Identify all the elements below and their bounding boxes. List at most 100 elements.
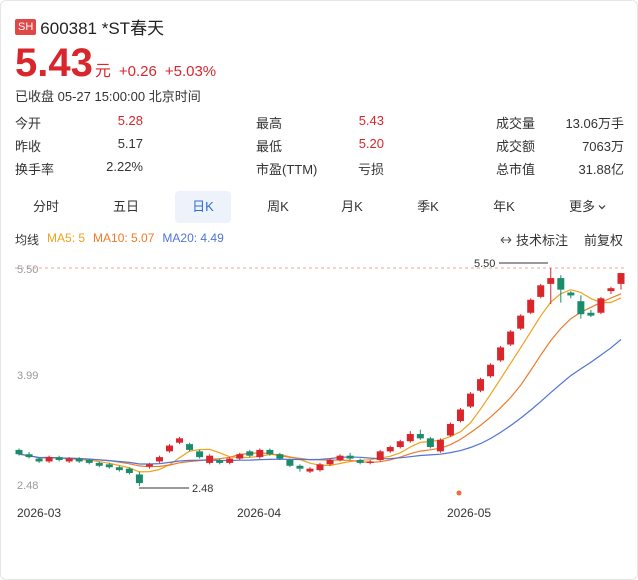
candle-body xyxy=(15,449,23,455)
ma-title: 均线 xyxy=(15,233,40,247)
tab-five-day[interactable]: 五日 xyxy=(112,199,139,214)
candle-body xyxy=(176,438,184,443)
price-change-pct: +5.03% xyxy=(164,63,217,80)
ma20-line xyxy=(18,339,622,465)
stat-row-open: 今开 5.28 xyxy=(15,113,143,136)
candle-body xyxy=(487,364,495,377)
candle-body xyxy=(587,312,595,316)
tech-annotation-button[interactable]: 技术标注 xyxy=(500,230,568,249)
stat-value: 2.22% xyxy=(106,159,143,174)
candle-body xyxy=(95,462,103,466)
candle-body xyxy=(356,460,364,463)
candle-body xyxy=(607,288,615,292)
candle-body xyxy=(55,457,63,461)
y-tick-mid: 3.99 xyxy=(17,370,38,382)
x-label-mar: 2026-03 xyxy=(17,506,61,520)
stat-label: 总市值 xyxy=(496,162,536,177)
ma-legend: 均线 MA5: 5 MA10: 5.07 MA20: 4.49 xyxy=(15,231,224,248)
ma10-value: MA10: 5.07 xyxy=(93,231,155,245)
stat-value: 亏损 xyxy=(357,162,384,177)
candle-body xyxy=(256,449,264,458)
candle-body xyxy=(477,379,485,391)
stat-value: 7063万 xyxy=(582,139,624,154)
candle-body xyxy=(346,455,354,459)
ma20-value: MA20: 4.49 xyxy=(162,231,224,245)
stat-value: 5.43 xyxy=(358,113,384,128)
x-label-apr: 2026-04 xyxy=(237,506,281,520)
candle-body xyxy=(326,460,334,465)
candle-body xyxy=(406,434,414,442)
candle-body xyxy=(186,444,194,450)
high-marker-label: 5.50 xyxy=(474,258,495,270)
tech-annotation-label: 技术标注 xyxy=(515,233,568,248)
price-unit: 元 xyxy=(94,63,111,80)
candle-body xyxy=(517,315,525,329)
exchange-badge: SH xyxy=(15,18,37,35)
candle-body xyxy=(507,331,515,345)
chart-tools: 技术标注 前复权 xyxy=(500,230,623,249)
candle-body xyxy=(276,454,284,459)
candle-body xyxy=(376,451,384,461)
stat-label: 成交量 xyxy=(496,116,536,131)
candle-body xyxy=(135,474,143,484)
adjust-button[interactable]: 前复权 xyxy=(583,233,623,248)
stat-value: 31.88亿 xyxy=(578,162,624,177)
candle-body xyxy=(316,464,324,471)
candle-body xyxy=(65,458,73,462)
candle-body xyxy=(416,434,424,439)
tab-yearly-k[interactable]: 年K xyxy=(493,199,515,214)
candle-body xyxy=(125,468,133,474)
tab-monthly-k[interactable]: 月K xyxy=(341,199,363,214)
stat-label: 成交额 xyxy=(496,139,536,154)
stat-value: 13.06万手 xyxy=(565,116,624,131)
candle-body xyxy=(236,454,244,459)
candle-body xyxy=(426,438,434,448)
candle-body xyxy=(246,451,254,456)
stat-label: 最高 xyxy=(256,116,283,131)
tab-daily-k[interactable]: 日K xyxy=(175,191,231,223)
stat-label: 今开 xyxy=(15,116,42,131)
candle-body xyxy=(617,273,625,284)
stat-value: 5.17 xyxy=(117,136,143,151)
stat-row-pe: 市盈(TTM) 亏损 xyxy=(256,159,384,182)
ma10-line xyxy=(18,293,622,468)
stat-value: 5.28 xyxy=(117,113,143,128)
candle-body xyxy=(396,441,404,448)
candle-body xyxy=(446,423,454,436)
price-change: +0.26 xyxy=(118,63,157,80)
candle-body xyxy=(266,449,274,455)
candle-body xyxy=(306,468,314,472)
candle-body xyxy=(436,439,444,452)
candle-body xyxy=(537,285,545,297)
candle-body xyxy=(557,278,565,290)
candle-body xyxy=(527,299,535,313)
y-tick-low: 2.48 xyxy=(17,480,38,492)
candle-body xyxy=(456,409,464,422)
stock-header: SH 600381 *ST春天 xyxy=(15,14,164,39)
stats-col-1: 今开 5.28 昨收 5.17 换手率 2.22% xyxy=(15,113,143,182)
period-tabs: 分时 五日 日K 周K 月K 季K 年K 更多 xyxy=(1,191,637,223)
candle-body xyxy=(497,347,505,361)
tab-weekly-k[interactable]: 周K xyxy=(267,199,289,214)
candle-body xyxy=(296,465,304,469)
tab-quarterly-k[interactable]: 季K xyxy=(417,199,439,214)
stat-row-market-cap: 总市值 31.88亿 xyxy=(496,159,624,182)
candle-body xyxy=(386,447,394,452)
event-dot[interactable] xyxy=(456,490,462,496)
candlestick-chart: 5.50 3.99 2.48 5.50 2.48 2026-03 2026-04… xyxy=(15,258,625,520)
stat-label: 市盈(TTM) xyxy=(256,162,318,177)
stat-label: 最低 xyxy=(256,139,283,154)
price-row: 5.43 元 +0.26 +5.03% xyxy=(15,41,216,86)
low-marker-label: 2.48 xyxy=(192,483,213,495)
tab-more-label: 更多 xyxy=(568,199,595,214)
candle-body xyxy=(35,458,43,462)
y-tick-high: 5.50 xyxy=(17,264,38,276)
stat-label: 昨收 xyxy=(15,139,42,154)
tab-intraday[interactable]: 分时 xyxy=(32,199,59,214)
stats-col-2: 最高 5.43 最低 5.20 市盈(TTM) 亏损 xyxy=(256,113,384,182)
candle-body xyxy=(597,298,605,313)
candle-body xyxy=(105,464,113,468)
tab-more[interactable]: 更多 xyxy=(557,191,619,223)
candle-body xyxy=(567,292,575,296)
